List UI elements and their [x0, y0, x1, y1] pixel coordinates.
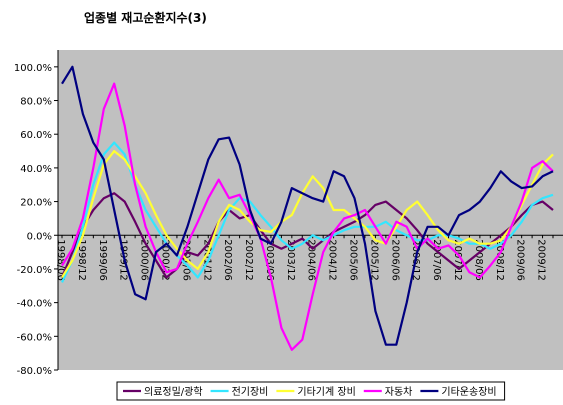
y-tick-label: -20.0%	[17, 265, 52, 276]
series-line	[61, 65, 554, 346]
x-tick-label: 2003/12	[285, 239, 296, 281]
x-tick-label: 2009/06	[515, 239, 526, 281]
x-tick-label: 2000/06	[139, 239, 150, 281]
series-line	[61, 82, 554, 351]
chart-title: 업종별 재고순환지수(3)	[84, 10, 207, 25]
plot-area	[58, 50, 563, 370]
x-tick-label: 2000/12	[159, 239, 170, 281]
x-tick-label: 2009/12	[536, 239, 547, 281]
y-tick-label: 40.0%	[20, 164, 52, 175]
x-tick-label: 2003/06	[264, 239, 275, 281]
x-tick-label: 2008/06	[473, 239, 484, 281]
x-tick-label: 2006/06	[389, 239, 400, 281]
y-tick-label: 60.0%	[20, 130, 52, 141]
x-tick-label: 1999/12	[118, 239, 129, 281]
y-tick-label: 0.0%	[27, 231, 52, 242]
x-tick-label: 2007/12	[452, 239, 463, 281]
legend	[116, 381, 506, 401]
x-tick-label: 2007/06	[431, 239, 442, 281]
x-tick-label: 1998/06	[55, 239, 66, 281]
y-tick-label: 80.0%	[20, 97, 52, 108]
x-tick-label: 2008/12	[494, 239, 505, 281]
series-line	[60, 192, 554, 279]
x-tick-label: 1999/06	[97, 239, 108, 281]
x-tick-label: 2002/06	[222, 239, 233, 281]
legend-label: 기타운송장비	[441, 386, 496, 398]
series-line	[61, 141, 554, 283]
y-tick-label: 20.0%	[20, 198, 52, 209]
y-tick-label: 100.0%	[14, 63, 52, 74]
x-tick-label: 1998/12	[76, 239, 87, 281]
x-tick-label: 2005/06	[348, 239, 359, 281]
x-tick-label: 2002/12	[243, 239, 254, 281]
series-line	[61, 150, 554, 278]
legend-label: 자동차	[385, 386, 413, 398]
y-tick-label: -40.0%	[17, 299, 52, 310]
x-tick-label: 2004/06	[306, 239, 317, 281]
x-tick-label: 2004/12	[327, 239, 338, 281]
x-tick-label: 2001/12	[201, 239, 212, 281]
legend-label: 기타기계 장비	[297, 386, 355, 398]
x-tick-label: 2005/12	[368, 239, 379, 281]
y-tick-label: -80.0%	[17, 366, 52, 377]
legend-label: 의료정밀/광학	[144, 386, 203, 398]
legend-label: 전기장비	[232, 386, 269, 398]
y-tick-label: -60.0%	[17, 332, 52, 343]
